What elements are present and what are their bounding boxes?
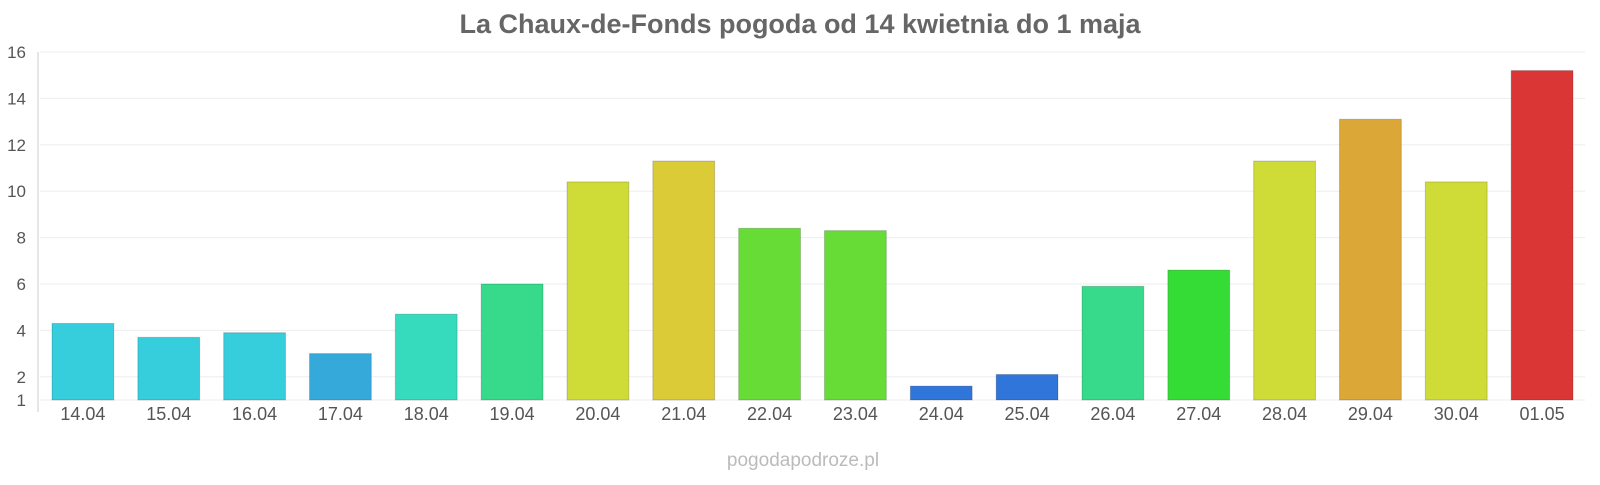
grid-lines [40, 51, 1585, 401]
x-tick-label: 01.05 [1520, 404, 1565, 424]
bar-19.04[interactable] [480, 283, 544, 401]
y-tick-label: 1 [17, 391, 26, 410]
bar-30.04[interactable] [1424, 181, 1488, 401]
bar-29.04[interactable] [1339, 118, 1402, 401]
watermark: pogodapodroze.pl [727, 450, 879, 471]
y-tick-label: 8 [17, 229, 26, 248]
chart-title: La Chaux-de-Fonds pogoda od 14 kwietnia … [459, 9, 1141, 39]
x-tick-label: 14.04 [60, 404, 105, 424]
bar-20.04[interactable] [566, 181, 630, 401]
bar-18.04[interactable] [394, 313, 458, 401]
x-tick-label: 29.04 [1348, 404, 1393, 424]
x-tick-label: 18.04 [404, 404, 449, 424]
y-tick-label: 6 [17, 275, 26, 294]
y-tick-label: 10 [7, 182, 26, 201]
x-tick-label: 19.04 [490, 404, 535, 424]
y-tick-label: 2 [17, 368, 26, 387]
bar-24.04[interactable] [909, 385, 973, 401]
bar-27.04[interactable] [1167, 269, 1231, 401]
y-tick-label: 4 [17, 321, 26, 340]
bar-25.04[interactable] [995, 373, 1059, 401]
x-tick-label: 17.04 [318, 404, 363, 424]
x-tick-label: 25.04 [1005, 404, 1050, 424]
y-tick-label: 16 [7, 43, 26, 62]
x-tick-label: 15.04 [146, 404, 191, 424]
x-tick-label: 20.04 [575, 404, 620, 424]
y-tick-label: 14 [7, 89, 26, 108]
bar-26.04[interactable] [1081, 285, 1145, 401]
bar-16.04[interactable] [223, 332, 286, 401]
x-tick-label: 30.04 [1434, 404, 1479, 424]
x-tick-label: 24.04 [919, 404, 964, 424]
x-tick-label: 16.04 [232, 404, 277, 424]
x-axis-ticks: 14.04 15.04 16.04 17.04 18.04 19.04 20.04 21.04… [60, 404, 1564, 424]
bar-21.04[interactable] [652, 160, 716, 401]
x-tick-label: 22.04 [747, 404, 792, 424]
x-tick-label: 23.04 [833, 404, 878, 424]
bar-23.04[interactable] [824, 230, 887, 401]
bar-01.05[interactable] [1510, 70, 1574, 401]
x-tick-label: 21.04 [661, 404, 706, 424]
bar-22.04[interactable] [738, 227, 801, 401]
y-tick-label: 12 [7, 136, 26, 155]
bar-15.04[interactable] [137, 336, 201, 401]
x-tick-label: 27.04 [1176, 404, 1221, 424]
bar-14.04[interactable] [51, 322, 115, 401]
x-tick-label: 26.04 [1090, 404, 1135, 424]
bars [51, 70, 1574, 401]
bar-17.04[interactable] [309, 353, 372, 401]
bar-28.04[interactable] [1253, 160, 1316, 401]
x-tick-label: 28.04 [1262, 404, 1307, 424]
